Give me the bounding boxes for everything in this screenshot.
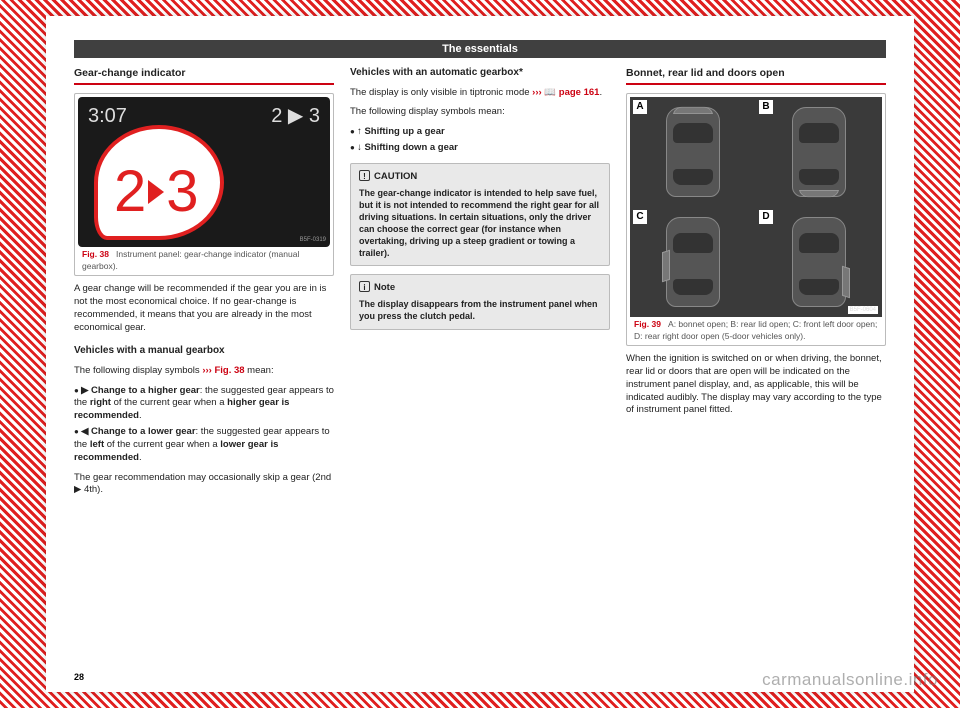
door-right-open-icon <box>842 266 850 299</box>
note-body: The display disappears from the instrume… <box>359 299 598 321</box>
col2-p1-ref: ››› 📖 page 161 <box>532 87 599 98</box>
fig39-tag: B5F-0604 <box>848 306 878 314</box>
windscreen-icon <box>673 233 713 253</box>
caution-title: ! CAUTION <box>359 170 601 184</box>
col2-bullet2: ↓ Shifting down a gear <box>350 142 610 155</box>
car-b <box>792 107 846 197</box>
rear-window-icon <box>673 279 713 295</box>
section-heading-gear-change: Gear-change indicator <box>74 66 334 85</box>
page-content: The essentials Gear-change indicator 3:0… <box>46 16 914 692</box>
rear-window-icon <box>673 169 713 185</box>
columns: Gear-change indicator 3:07 2 ▶ 3 2 <box>74 66 886 504</box>
watermark: carmanualsonline.info <box>762 670 938 690</box>
windscreen-icon <box>799 233 839 253</box>
triangle-right-icon <box>148 180 164 204</box>
caution-title-text: CAUTION <box>374 171 417 182</box>
col1-b2f: . <box>139 452 142 463</box>
car-d <box>792 217 846 307</box>
note-icon: i <box>359 281 370 292</box>
col1-b1f: . <box>139 410 142 421</box>
header-bar: The essentials <box>74 40 886 58</box>
figure-39-caption: Fig. 39 A: bonnet open; B: rear lid open… <box>630 317 882 342</box>
col3-para1: When the ignition is switched on or when… <box>626 353 886 417</box>
col1-p2c: mean: <box>245 365 274 376</box>
fig39-label-c: C <box>633 210 647 224</box>
col2-b2: ↓ Shifting down a gear <box>357 142 458 153</box>
fig38-clock: 3:07 <box>88 103 127 130</box>
fig39-ref: Fig. 39 <box>634 319 661 329</box>
col2-para1: The display is only visible in tiptronic… <box>350 87 610 100</box>
col1-para2: The following display symbols ››› Fig. 3… <box>74 365 334 378</box>
rear-window-icon <box>799 279 839 295</box>
fig39-panel-c: C <box>630 207 756 317</box>
col2-p1a: The display is only visible in tiptronic… <box>350 87 532 98</box>
col1-para1: A gear change will be recommended if the… <box>74 283 334 334</box>
col1-b2a: ◀ Change to a lower gear <box>81 426 195 437</box>
fig39-label-a: A <box>633 100 647 114</box>
note-title: i Note <box>359 281 601 295</box>
door-left-open-icon <box>662 250 670 283</box>
caution-box: ! CAUTION The gear-change indicator is in… <box>350 163 610 267</box>
col2-b1: ↑ Shifting up a gear <box>357 126 445 137</box>
column-3: Bonnet, rear lid and doors open A <box>626 66 886 504</box>
fig38-small-indicator: 2 ▶ 3 <box>271 103 320 130</box>
col1-p2-ref: ››› Fig. 38 <box>202 365 244 376</box>
page: The essentials Gear-change indicator 3:0… <box>46 16 914 692</box>
col2-bullet1: ↑ Shifting up a gear <box>350 126 610 139</box>
car-c <box>666 217 720 307</box>
fig39-panel-a: A <box>630 97 756 207</box>
col1-b1c: right <box>90 397 111 408</box>
column-1: Gear-change indicator 3:07 2 ▶ 3 2 <box>74 66 334 504</box>
col2-p1c: . <box>599 87 602 98</box>
fig38-ref: Fig. 38 <box>82 249 109 259</box>
col1-bullet2: ◀ Change to a lower gear: the suggested … <box>74 426 334 464</box>
col2-para2: The following display symbols mean: <box>350 106 610 119</box>
fig38-big-numbers: 2 3 <box>114 153 199 231</box>
windscreen-icon <box>799 123 839 143</box>
fig38-balloon: 2 3 <box>94 125 224 240</box>
column-2: Vehicles with an automatic gearbox* The … <box>350 66 610 504</box>
col1-b2c: left <box>90 439 104 450</box>
note-box: i Note The display disappears from the in… <box>350 274 610 329</box>
col1-b2d: of the current gear when a <box>104 439 220 450</box>
col1-p2a: The following display symbols <box>74 365 202 376</box>
figure-39-image: A B <box>630 97 882 317</box>
car-a <box>666 107 720 197</box>
fig38-to-gear: 3 <box>166 153 198 231</box>
rear-window-icon <box>799 169 839 185</box>
fig39-label-b: B <box>759 100 773 114</box>
col1-subhead-manual: Vehicles with a manual gearbox <box>74 344 334 358</box>
col1-bullet1: ▶ Change to a higher gear: the suggested… <box>74 385 334 423</box>
section-heading-bonnet: Bonnet, rear lid and doors open <box>626 66 886 85</box>
page-number: 28 <box>74 672 84 682</box>
figure-39-box: A B <box>626 93 886 346</box>
figure-38-box: 3:07 2 ▶ 3 2 3 B5F-0319 <box>74 93 334 276</box>
caution-body: The gear-change indicator is intended to… <box>359 188 599 259</box>
fig39-caption-text: A: bonnet open; B: rear lid open; C: fro… <box>634 319 877 340</box>
col1-b1a: ▶ Change to a higher gear <box>81 385 200 396</box>
note-title-text: Note <box>374 282 395 293</box>
col2-subhead-auto: Vehicles with an automatic gearbox* <box>350 66 610 80</box>
fig39-panel-d: D <box>756 207 882 317</box>
rear-lid-open-icon <box>799 190 839 197</box>
figure-38-caption: Fig. 38 Instrument panel: gear-change in… <box>78 247 330 272</box>
fig38-tag: B5F-0319 <box>300 236 326 244</box>
fig38-from-gear: 2 <box>114 153 146 231</box>
fig39-label-d: D <box>759 210 773 224</box>
figure-38-image: 3:07 2 ▶ 3 2 3 B5F-0319 <box>78 97 330 247</box>
fig38-top-row: 3:07 2 ▶ 3 <box>88 103 320 130</box>
col1-b1d: of the current gear when a <box>111 397 227 408</box>
caution-icon: ! <box>359 170 370 181</box>
fig39-panel-b: B <box>756 97 882 207</box>
bonnet-open-icon <box>673 107 713 114</box>
page-wrap: The essentials Gear-change indicator 3:0… <box>0 0 960 708</box>
col1-para3: The gear recommendation may occasionally… <box>74 472 334 498</box>
windscreen-icon <box>673 123 713 143</box>
fig38-caption-text: Instrument panel: gear-change indicator … <box>82 249 299 270</box>
